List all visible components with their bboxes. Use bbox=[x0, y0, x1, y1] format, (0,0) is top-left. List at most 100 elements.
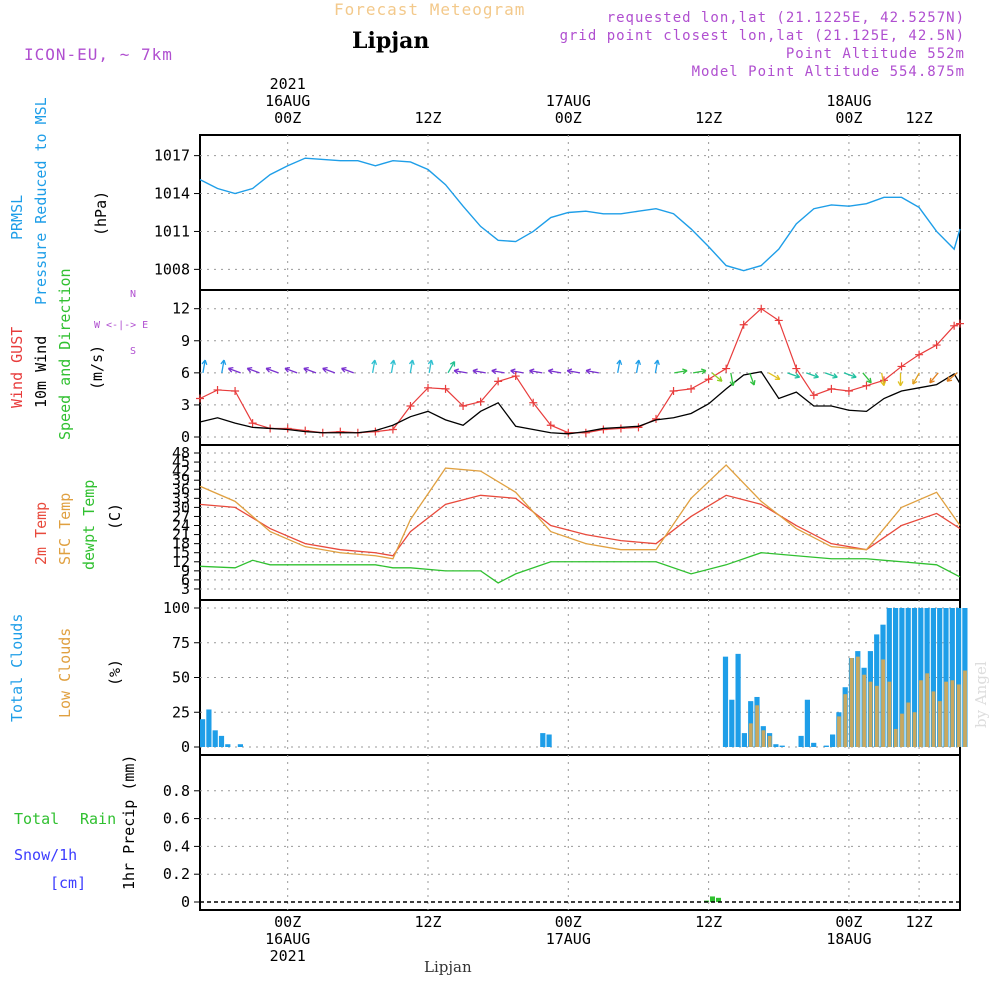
gust-marker bbox=[774, 316, 783, 325]
gust-marker bbox=[704, 375, 713, 384]
point-altitude: Point Altitude 552m bbox=[785, 46, 965, 62]
total-cloud-bar bbox=[212, 730, 218, 747]
bottom-time-label: 12Z bbox=[695, 913, 723, 931]
total-cloud-bar bbox=[546, 734, 552, 747]
wind-arrow-head bbox=[813, 373, 819, 379]
wind-arrow-head bbox=[246, 367, 253, 373]
total-cloud-bar bbox=[722, 656, 729, 747]
low-cloud-bar bbox=[767, 735, 772, 747]
ytick-label-1-2: 6 bbox=[181, 364, 190, 382]
rain-label-rain: Rain bbox=[80, 810, 117, 828]
total-cloud-bar bbox=[949, 608, 955, 747]
low-cloud-bar bbox=[931, 691, 936, 747]
total-cloud-bar bbox=[218, 735, 225, 747]
ytick-label-0-0: 1008 bbox=[154, 260, 190, 278]
ytick-label-4-4: 0.8 bbox=[163, 782, 190, 800]
ytick-label-1-1: 3 bbox=[181, 396, 190, 414]
t2m-line bbox=[199, 494, 961, 557]
ytick-label-2-15: 48 bbox=[172, 444, 190, 462]
ytick-label-2-12: 39 bbox=[172, 471, 190, 489]
wind-arrow-head bbox=[729, 380, 736, 387]
wind-arrow bbox=[617, 359, 621, 373]
total-cloud-bar bbox=[798, 735, 804, 747]
wind-arrow bbox=[447, 361, 456, 374]
grid-point-coords: grid point closest lon,lat (21.125E, 42.… bbox=[559, 28, 965, 44]
prmsl-line bbox=[199, 157, 961, 272]
ytick-label-2-4: 15 bbox=[172, 544, 190, 562]
wind-arrow-head bbox=[616, 359, 623, 365]
total-cloud-bar bbox=[735, 653, 741, 747]
low-cloud-bar bbox=[881, 659, 885, 747]
wind-arrow bbox=[912, 372, 920, 385]
wind-arrow bbox=[341, 367, 354, 374]
total-cloud-bar bbox=[886, 608, 892, 747]
gust-line bbox=[199, 307, 961, 434]
wind-arrow bbox=[806, 372, 819, 378]
ytick-label-4-0: 0 bbox=[181, 893, 190, 911]
total-cloud-bar bbox=[899, 608, 905, 747]
wind-arrow bbox=[491, 369, 505, 374]
wind-arrow-head bbox=[897, 381, 904, 387]
wind-arrow bbox=[843, 372, 857, 378]
ytick-label-1-0: 0 bbox=[181, 428, 190, 446]
ytick-label-0-1: 1011 bbox=[154, 222, 190, 240]
low-cloud-bar bbox=[862, 674, 867, 747]
wind-arrow bbox=[693, 369, 707, 374]
wind-arrow bbox=[228, 367, 241, 374]
gust-marker bbox=[581, 428, 590, 437]
top-time-label: 17AUG 00Z bbox=[545, 92, 591, 127]
ytick-label-3-2: 50 bbox=[172, 669, 190, 687]
ytick-label-3-1: 25 bbox=[172, 703, 190, 721]
gust-marker bbox=[231, 387, 240, 396]
gust-marker bbox=[564, 428, 573, 437]
wind-arrow-head bbox=[566, 368, 573, 375]
wind-arrow-head bbox=[303, 367, 309, 373]
total-cloud-bar bbox=[729, 699, 735, 747]
low-cloud-bar bbox=[868, 681, 873, 747]
wind-arrow-head bbox=[585, 368, 591, 375]
wind-arrow-head bbox=[794, 373, 801, 379]
wind-arrow-head bbox=[851, 373, 857, 379]
total-cloud-bar bbox=[918, 608, 924, 747]
footer-location: Lipjan bbox=[424, 958, 472, 976]
bottom-time-label: 12Z bbox=[905, 913, 933, 931]
gust-marker bbox=[616, 424, 625, 433]
ytick-label-2-5: 18 bbox=[172, 535, 190, 553]
snow-unit-label: [cm] bbox=[50, 874, 87, 892]
ytick-label-2-1: 6 bbox=[181, 571, 190, 589]
total-cloud-bar bbox=[811, 742, 817, 747]
gust-marker bbox=[915, 350, 924, 359]
gust-marker bbox=[476, 397, 485, 406]
wind-arrow bbox=[730, 372, 734, 386]
top-time-label: 18AUG 00Z bbox=[826, 92, 872, 127]
total-cloud-bar bbox=[200, 719, 206, 747]
gust-marker bbox=[757, 304, 766, 313]
bottom-time-label: 12Z bbox=[414, 913, 442, 931]
total-cloud-bar bbox=[930, 608, 936, 747]
top-time-label: 2021 16AUG 00Z bbox=[265, 75, 311, 127]
low-cloud-bar bbox=[919, 680, 923, 747]
gust-marker bbox=[494, 377, 503, 386]
ytick-label-4-3: 0.6 bbox=[163, 810, 190, 828]
top-time-label: 12Z bbox=[905, 109, 933, 127]
top-time-label: 12Z bbox=[695, 109, 723, 127]
wind-arrow-head bbox=[453, 368, 460, 375]
ytick-label-0-2: 1014 bbox=[154, 185, 190, 203]
gust-marker bbox=[424, 383, 432, 392]
wind-arrow bbox=[674, 369, 688, 374]
compass-we: W <-|-> E bbox=[94, 320, 149, 331]
total-cloud-bar bbox=[773, 744, 779, 747]
gust-marker bbox=[634, 423, 643, 432]
gust-marker bbox=[301, 426, 310, 435]
total-cloud-bar bbox=[225, 744, 231, 747]
gust-marker bbox=[722, 364, 731, 373]
gust-marker bbox=[652, 414, 660, 423]
total-cloud-bar bbox=[779, 745, 785, 747]
total-cloud-bar bbox=[911, 608, 918, 747]
total-cloud-bar bbox=[956, 608, 962, 747]
rain-bar bbox=[710, 896, 715, 902]
snow-label: Snow/1h bbox=[14, 846, 78, 864]
low-cloud-bar bbox=[849, 658, 854, 747]
wind-arrow-head bbox=[774, 374, 781, 380]
wind-arrow bbox=[567, 369, 581, 374]
